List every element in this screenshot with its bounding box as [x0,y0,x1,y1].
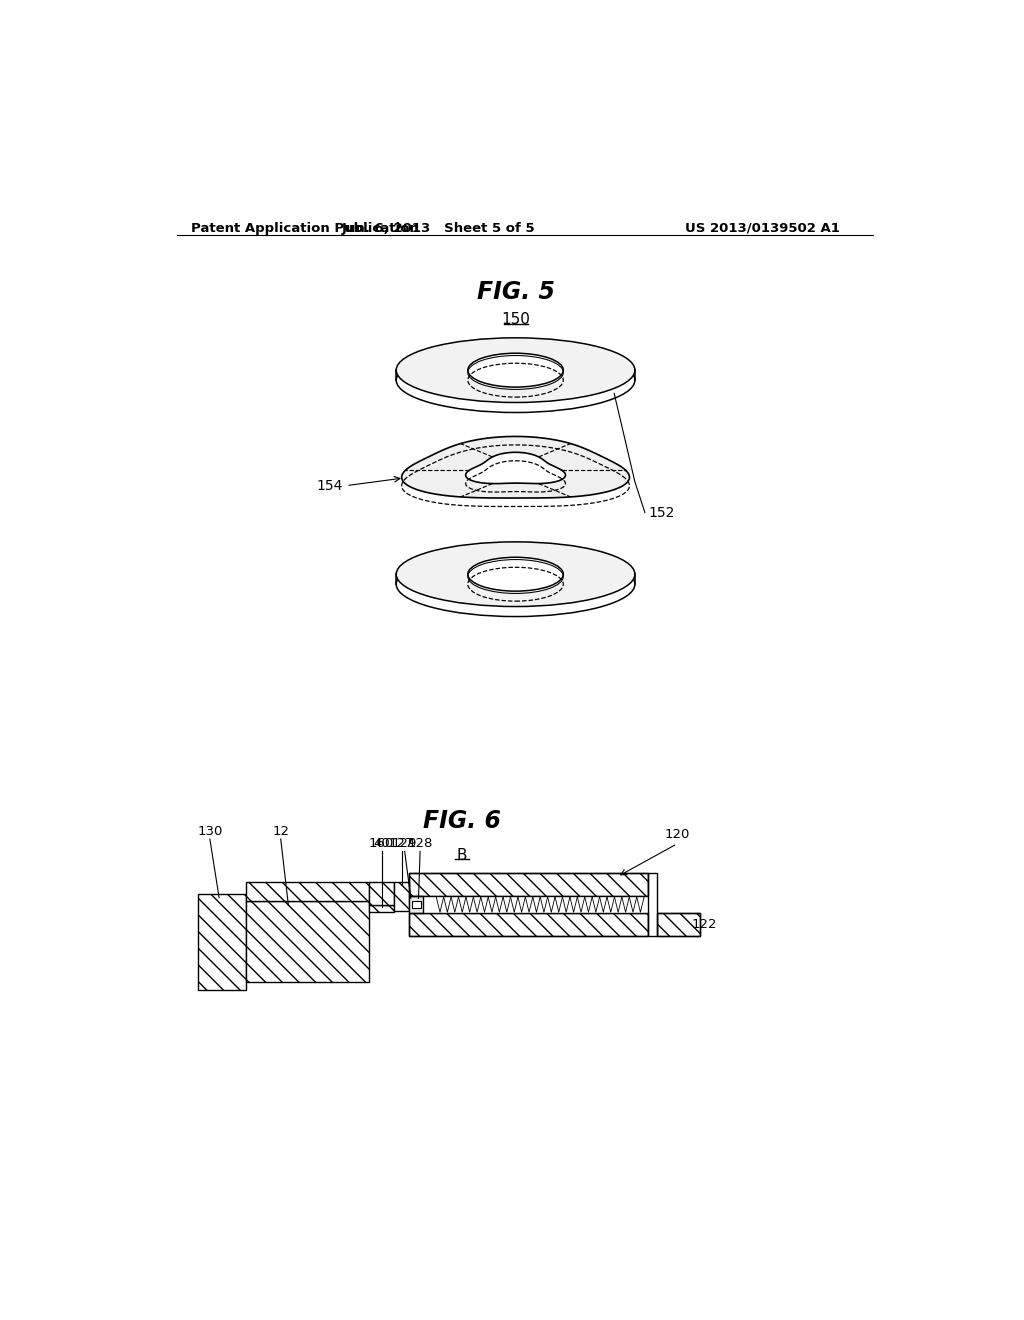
Bar [410,913,648,936]
Text: FIG. 6: FIG. 6 [423,809,501,833]
Bar [410,873,648,896]
Bar [199,894,246,990]
Bar [394,882,410,911]
Bar [410,913,648,936]
Bar [412,900,421,908]
Bar [648,873,657,936]
Text: FIG. 5: FIG. 5 [476,280,555,304]
Bar [370,882,394,906]
Bar [410,873,648,896]
Polygon shape [466,453,565,483]
Text: Patent Application Publication: Patent Application Publication [190,222,419,235]
Text: 128: 128 [408,837,433,850]
Ellipse shape [468,557,563,591]
Bar [657,913,699,936]
Ellipse shape [396,338,635,403]
Text: 152: 152 [648,506,675,520]
Bar [657,913,699,936]
Bar [410,896,648,913]
Text: US 2013/0139502 A1: US 2013/0139502 A1 [685,222,840,235]
Ellipse shape [396,541,635,607]
Text: Jun. 6, 2013   Sheet 5 of 5: Jun. 6, 2013 Sheet 5 of 5 [342,222,536,235]
Text: 120: 120 [665,828,690,841]
Text: 160: 160 [369,837,394,850]
Text: B: B [457,847,467,862]
Text: 122: 122 [692,917,718,931]
Text: 129: 129 [392,837,418,850]
Polygon shape [401,437,630,498]
Text: 130: 130 [198,825,222,838]
Text: 154: 154 [316,479,343,492]
Bar [410,896,423,913]
Text: 150: 150 [501,313,530,327]
Bar [246,882,370,902]
Bar [370,906,394,912]
Text: 12: 12 [272,825,289,838]
Bar [246,902,370,982]
Ellipse shape [468,354,563,387]
Text: 127: 127 [389,837,415,850]
Text: 40: 40 [373,837,390,850]
